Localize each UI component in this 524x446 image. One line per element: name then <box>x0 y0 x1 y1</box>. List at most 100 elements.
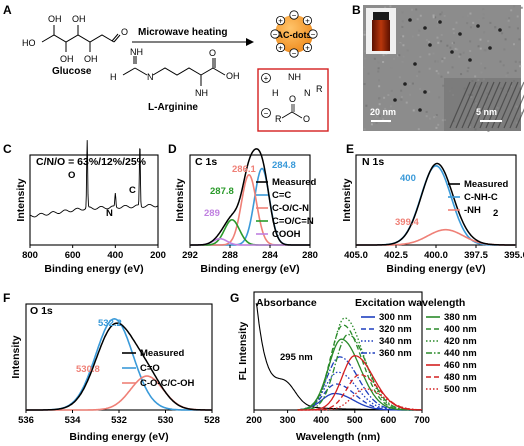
panel-e-curves <box>356 162 516 246</box>
tem-grain <box>416 75 419 78</box>
tem-grain <box>382 60 385 63</box>
tem-grain <box>434 60 437 63</box>
tem-grain <box>516 15 519 18</box>
tem-grain <box>378 85 381 88</box>
panel-d-title: C 1s <box>195 156 217 168</box>
tem-grain <box>377 79 380 82</box>
glucose-o: O <box>121 27 128 37</box>
tem-grain <box>443 57 446 60</box>
survey-spectrum <box>29 140 159 218</box>
surface-groups-box <box>257 68 329 132</box>
scale-bar-20nm <box>371 120 391 122</box>
legend-label: Measured <box>464 179 509 190</box>
panel-e-xlabel: Binding energy (eV) <box>386 263 485 275</box>
nanodot <box>423 90 427 94</box>
tem-grain <box>446 44 449 47</box>
tem-grain <box>425 39 428 42</box>
nanodot <box>418 108 422 112</box>
tem-grain <box>398 54 401 57</box>
tem-grain <box>505 18 508 21</box>
legend-label: C=O/C=N <box>272 216 314 227</box>
tem-grain <box>437 20 440 23</box>
panel-f-tick-label: 534 <box>65 415 82 426</box>
tem-grain <box>466 22 469 25</box>
charge-marker <box>275 15 286 26</box>
tem-grain <box>437 41 440 44</box>
tem-grain <box>418 70 421 73</box>
panel-c: C C/N/O = 63%/12%/25% O N C 800 600 400 200… <box>3 140 166 275</box>
tem-grain <box>510 9 513 12</box>
tem-grain <box>483 31 486 34</box>
panel-e-tick-label: 395.0 <box>504 250 524 261</box>
tem-grain <box>516 27 519 30</box>
tem-grain <box>438 96 441 99</box>
tem-grain <box>415 8 418 11</box>
panel-f-curves <box>26 317 212 411</box>
tem-grain <box>419 14 422 17</box>
tem-grain <box>401 11 404 14</box>
scale-label-5nm: 5 nm <box>476 107 497 117</box>
tem-grain <box>451 66 454 69</box>
emission-curve <box>297 324 422 411</box>
tem-grain <box>435 126 438 129</box>
guan-nh2: NH <box>288 72 301 82</box>
tem-grain <box>411 82 414 85</box>
tem-grain <box>417 34 420 37</box>
panel-g-tick-label: 300 <box>280 415 296 426</box>
panel-d-ylabel: Intensity <box>174 178 186 221</box>
tem-grain <box>503 48 506 51</box>
tem-grain <box>364 57 367 60</box>
tem-grain <box>399 42 402 45</box>
lattice-line <box>515 108 524 129</box>
panel-c-label: C <box>3 142 12 156</box>
panel-e-tick-label: 400.0 <box>424 250 448 261</box>
legend-title: Excitation wavelength <box>355 297 465 309</box>
peak-284-label: 284.8 <box>272 160 296 171</box>
tem-grain <box>507 19 510 22</box>
legend-label: C=C <box>272 190 291 201</box>
panel-e-label: E <box>346 142 354 156</box>
measured-curve <box>26 322 212 411</box>
charge-marker <box>289 48 299 58</box>
panel-d-legend: Measured C=C C-O/C-N C=O/C=N COOH <box>256 177 317 240</box>
legend-label: C-O-C/C-OH <box>140 378 194 389</box>
tem-grain <box>494 26 497 29</box>
tem-grain <box>484 67 487 70</box>
arginine-h2n: H <box>110 72 117 82</box>
panel-g-tick-label: 400 <box>313 415 329 426</box>
peak-289-label: 289 <box>204 208 220 219</box>
panel-b-label: B <box>352 3 361 17</box>
tem-grain <box>382 118 385 121</box>
tem-grain <box>435 70 438 73</box>
peak-n-label: N <box>106 208 113 219</box>
measured-curve <box>190 148 310 246</box>
tem-grain <box>407 5 410 8</box>
nanodot <box>476 24 480 28</box>
tem-grain <box>363 128 366 131</box>
surface-charges: −+−+−+−+ <box>270 10 318 58</box>
tem-grain <box>378 97 381 100</box>
tem-grain <box>363 33 366 36</box>
tem-grain <box>390 89 393 92</box>
tem-grain <box>469 50 472 53</box>
tem-grain <box>440 75 443 78</box>
charge-marker <box>270 29 280 39</box>
tem-grain <box>387 94 390 97</box>
tem-grain <box>370 123 373 126</box>
glucose-oh-2: OH <box>60 54 74 64</box>
charge-sign: + <box>278 17 283 26</box>
panel-e-ticks: 405.0 402.5 400.0 397.5 395.0 <box>344 245 524 261</box>
tem-grain <box>461 37 464 40</box>
svg-text:−: − <box>264 109 269 118</box>
legend-label: 360 nm <box>379 348 412 359</box>
tem-grain <box>402 23 405 26</box>
tem-grain <box>377 61 380 64</box>
tem-grain <box>432 14 435 17</box>
tem-grain <box>384 6 387 9</box>
tem-grain <box>452 41 455 44</box>
panel-e: E N 1s 400 399.4 Measured C-NH-C -NH 2 405.… <box>341 142 524 275</box>
nanodot <box>450 50 454 54</box>
tem-grain <box>478 18 481 21</box>
panel-g-label: G <box>230 291 239 305</box>
tem-grain <box>432 52 435 55</box>
